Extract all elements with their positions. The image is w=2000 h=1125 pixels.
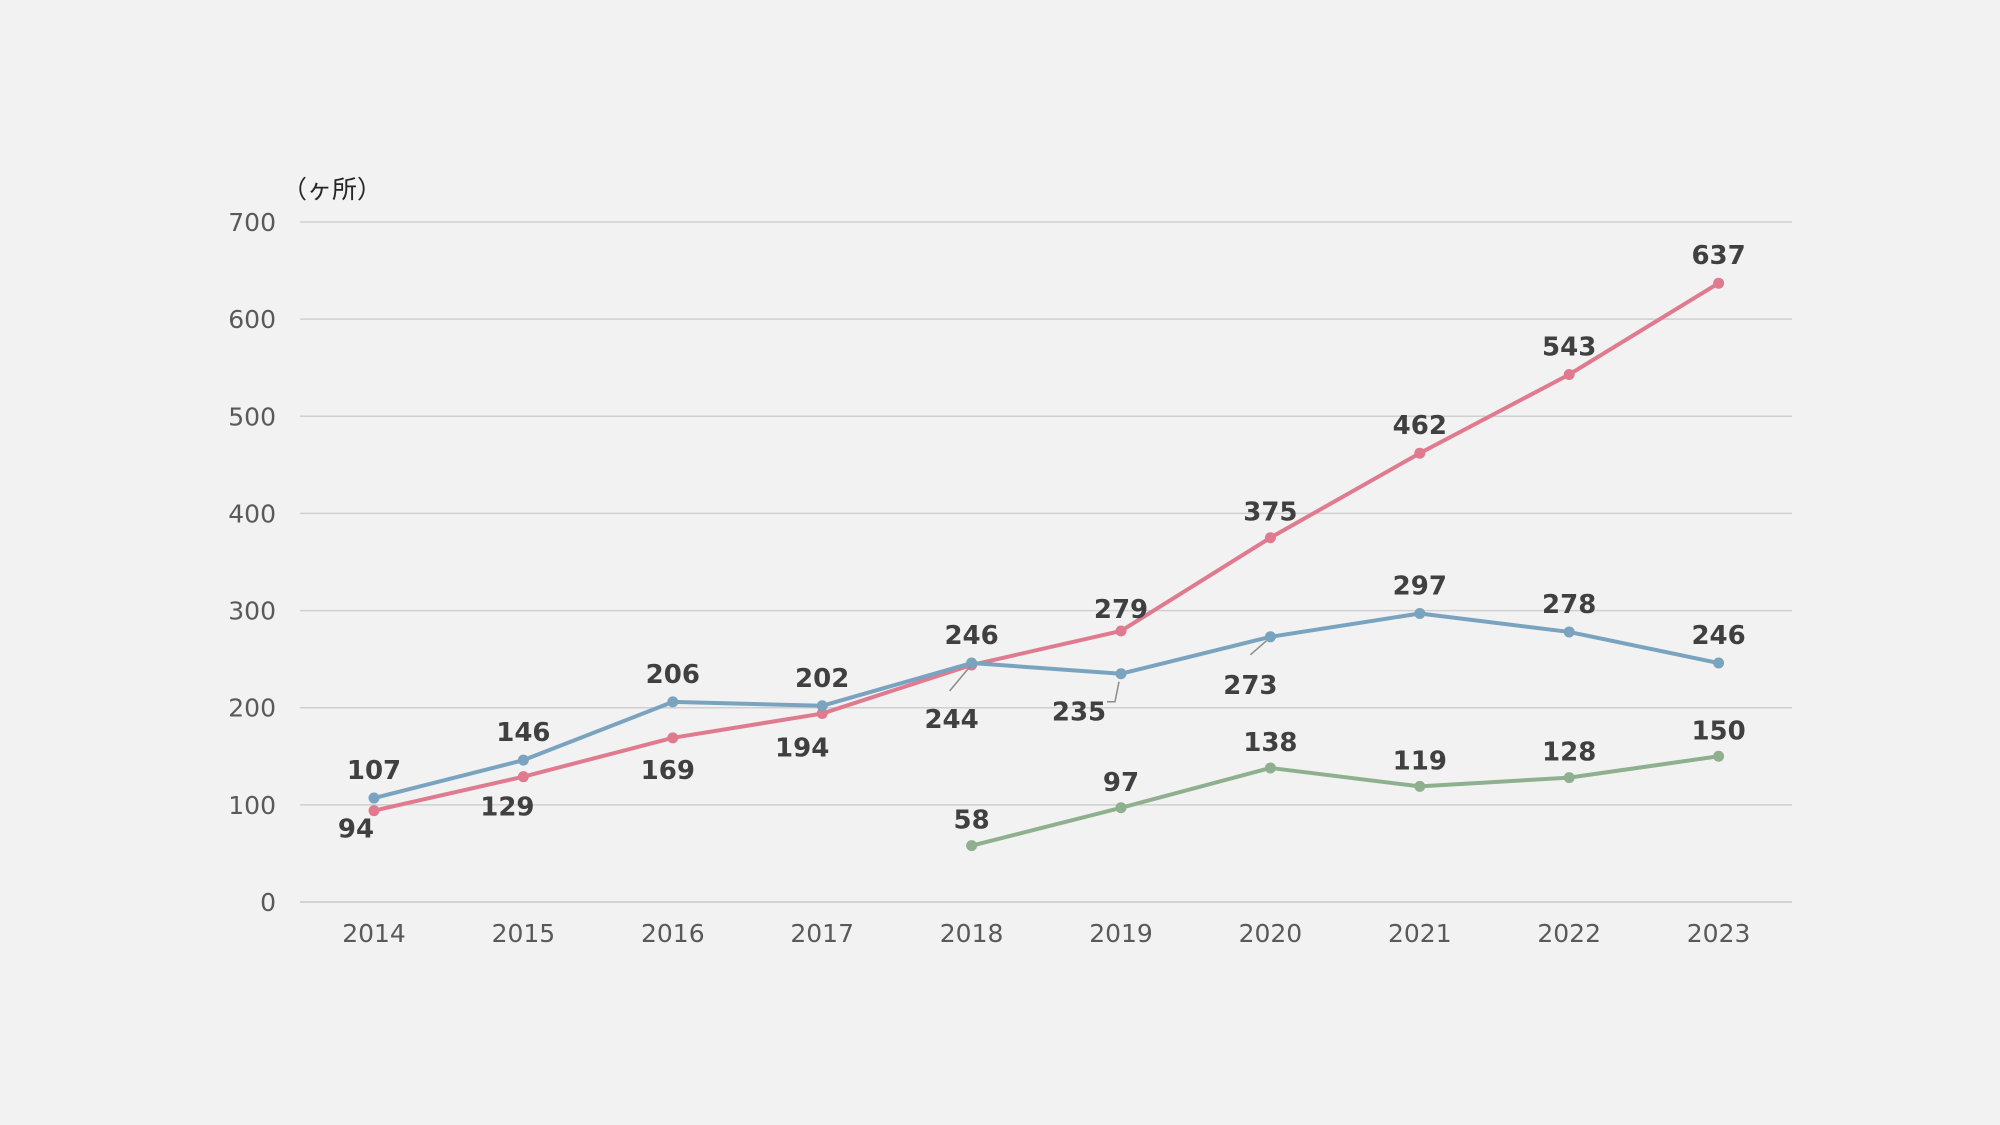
data-point — [1414, 780, 1426, 792]
data-point — [816, 700, 828, 712]
data-label: 138 — [1243, 728, 1297, 758]
y-tick-label: 100 — [228, 791, 276, 820]
data-label: 146 — [496, 718, 550, 748]
data-label: 637 — [1691, 241, 1745, 271]
leader-layer — [949, 640, 1267, 703]
y-tick-label: 300 — [228, 597, 276, 626]
data-label-layer: 94 129 169 194 244 279 375 462 543 637 107 146 206 20… — [338, 241, 1746, 844]
y-tick-label: 200 — [228, 694, 276, 723]
data-point — [517, 771, 529, 783]
x-tick-label: 2022 — [1537, 919, 1601, 948]
data-point — [1264, 532, 1276, 544]
x-tick-label: 2020 — [1239, 919, 1303, 948]
series-line-1 — [372, 281, 1721, 813]
series-layer — [368, 277, 1725, 852]
data-point — [1115, 802, 1127, 814]
data-point — [1563, 626, 1575, 638]
data-point — [1264, 762, 1276, 774]
data-label: 58 — [954, 806, 990, 836]
data-point — [1264, 631, 1276, 643]
label-leader-line — [1249, 640, 1267, 656]
x-tick-label: 2023 — [1687, 919, 1751, 948]
data-label: 119 — [1393, 746, 1447, 776]
data-label: 194 — [775, 734, 829, 764]
x-tick-label: 2016 — [641, 919, 705, 948]
x-tick-label: 2014 — [342, 919, 406, 948]
series-line-3 — [969, 754, 1721, 848]
data-label: 297 — [1393, 571, 1447, 601]
x-tick-label: 2021 — [1388, 919, 1452, 948]
data-point — [368, 792, 380, 804]
axis-layer: 0 100 200 300 400 500 600 700 2014 2015 2016 2017 20… — [228, 208, 1750, 948]
data-point — [966, 840, 978, 852]
y-tick-label: 500 — [228, 402, 276, 431]
data-label: 202 — [795, 664, 849, 694]
data-label: 246 — [944, 621, 998, 651]
data-point — [816, 708, 828, 720]
data-label: 244 — [924, 705, 978, 735]
data-point — [966, 657, 978, 669]
y-tick-label: 0 — [260, 888, 276, 917]
data-label: 150 — [1691, 716, 1745, 746]
x-tick-label: 2018 — [940, 919, 1004, 948]
data-label: 235 — [1052, 698, 1106, 728]
data-point — [1563, 369, 1575, 381]
x-tick-label: 2015 — [492, 919, 556, 948]
data-label: 128 — [1542, 738, 1596, 768]
data-label: 97 — [1103, 768, 1139, 798]
data-point — [1713, 657, 1725, 669]
label-leader-line — [1107, 681, 1120, 703]
data-point — [1713, 750, 1725, 762]
data-point — [1115, 668, 1127, 680]
data-label: 129 — [480, 793, 534, 823]
data-point — [368, 805, 380, 817]
data-point — [517, 754, 529, 766]
data-label: 543 — [1542, 333, 1596, 363]
data-label: 169 — [641, 756, 695, 786]
data-point — [1414, 447, 1426, 459]
data-label: 107 — [347, 756, 401, 786]
x-tick-label: 2019 — [1089, 919, 1153, 948]
data-label: 279 — [1094, 595, 1148, 625]
y-tick-label: 700 — [228, 208, 276, 237]
data-label: 206 — [646, 660, 700, 690]
data-point — [1713, 277, 1725, 289]
series-line-2 — [372, 611, 1721, 801]
y-tick-label: 600 — [228, 305, 276, 334]
grid-layer — [300, 221, 1792, 903]
data-point — [1563, 772, 1575, 784]
y-tick-label: 400 — [228, 499, 276, 528]
label-leader-line — [949, 666, 971, 692]
data-point — [667, 732, 679, 744]
data-label: 375 — [1243, 498, 1297, 528]
y-axis-unit-label: （ヶ所） — [282, 175, 382, 204]
x-tick-label: 2017 — [790, 919, 854, 948]
data-label: 273 — [1223, 671, 1277, 701]
data-point — [667, 696, 679, 708]
data-point — [1115, 625, 1127, 637]
data-label: 246 — [1691, 621, 1745, 651]
data-label: 462 — [1393, 411, 1447, 441]
data-label: 94 — [338, 815, 374, 845]
data-point — [1414, 607, 1426, 619]
data-label: 278 — [1542, 590, 1596, 620]
